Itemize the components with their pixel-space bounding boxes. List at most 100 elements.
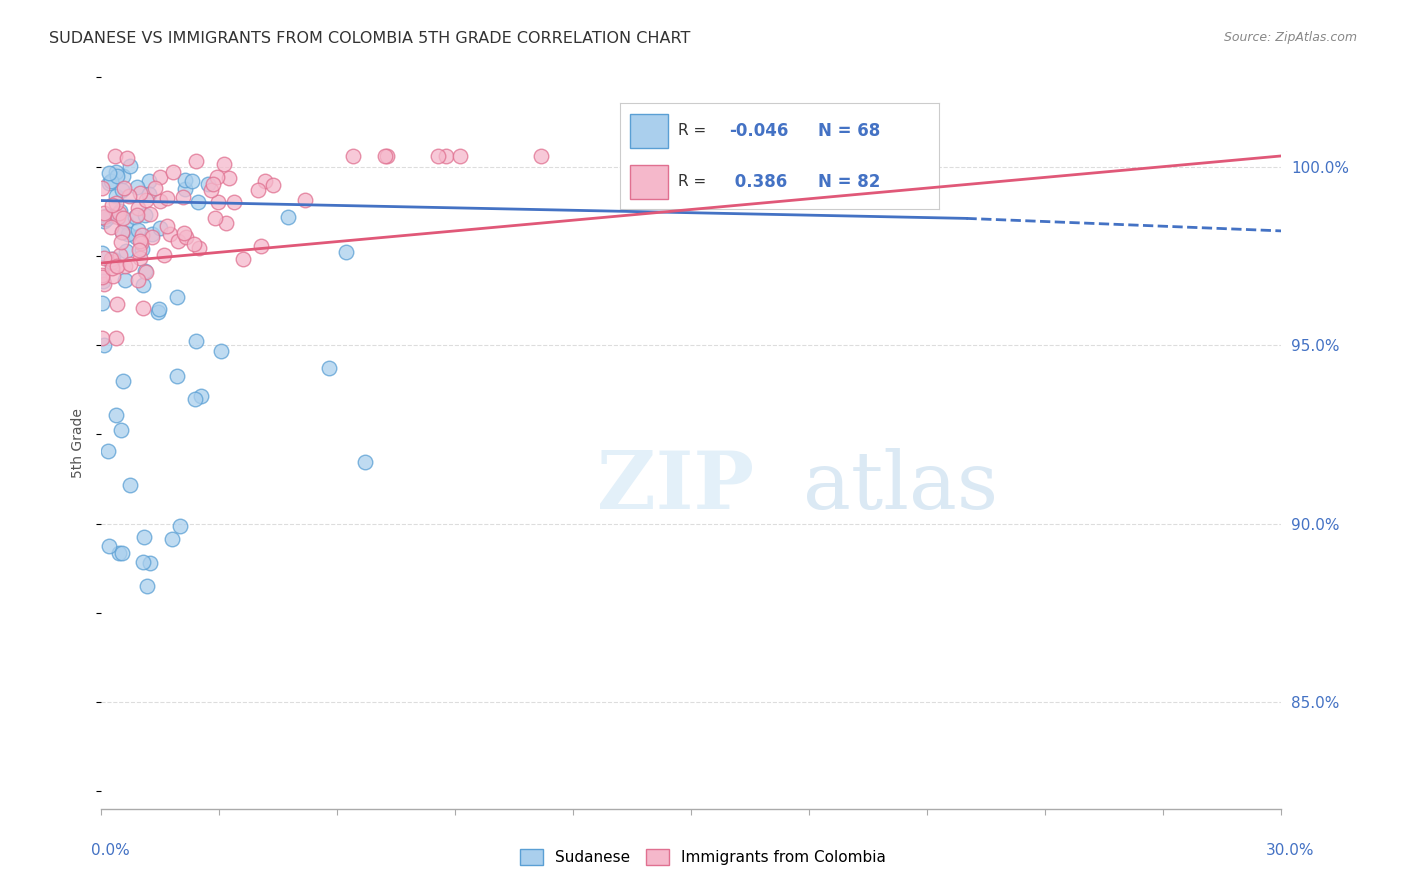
Point <box>426 149 449 163</box>
Point <box>129 234 152 248</box>
Point <box>180 174 202 188</box>
Point <box>112 169 135 184</box>
Point <box>111 225 134 239</box>
Point <box>204 211 226 226</box>
Point <box>159 227 181 242</box>
Point <box>101 260 124 275</box>
Point <box>174 181 197 195</box>
Point <box>104 189 127 203</box>
Point <box>107 210 129 224</box>
Point <box>93 337 115 351</box>
Point <box>100 255 122 269</box>
Point <box>118 189 141 203</box>
Point <box>100 174 122 188</box>
Point <box>101 252 124 267</box>
Point <box>104 408 127 422</box>
Point <box>114 273 136 287</box>
Point <box>166 368 188 383</box>
Point <box>134 264 156 278</box>
Point <box>93 277 115 291</box>
Point <box>111 183 134 197</box>
Text: atlas: atlas <box>803 448 998 526</box>
Point <box>94 211 117 226</box>
Point <box>141 227 163 241</box>
Point <box>138 174 160 188</box>
Point <box>129 186 152 201</box>
Point <box>162 165 184 179</box>
Point <box>294 193 316 207</box>
Point <box>318 360 340 375</box>
Point <box>110 423 132 437</box>
Point <box>186 153 208 168</box>
Point <box>218 170 240 185</box>
Point <box>530 149 553 163</box>
Point <box>91 270 114 285</box>
Point <box>101 269 124 284</box>
Point <box>127 273 149 287</box>
Point <box>112 180 135 194</box>
Point <box>128 252 150 266</box>
Point <box>105 296 128 310</box>
Point <box>91 268 114 283</box>
Point <box>105 169 128 183</box>
Point <box>127 223 149 237</box>
Point <box>149 194 172 209</box>
Point <box>128 244 150 258</box>
Point <box>138 187 160 202</box>
Point <box>205 169 228 184</box>
Point <box>436 149 458 163</box>
Point <box>184 334 207 348</box>
Point <box>262 178 284 192</box>
Point <box>98 176 121 190</box>
Point <box>111 225 134 239</box>
Point <box>111 545 134 559</box>
Point <box>200 183 222 197</box>
Text: ZIP: ZIP <box>596 448 754 526</box>
Point <box>115 215 138 229</box>
Point <box>111 211 134 225</box>
Point <box>222 194 245 209</box>
Point <box>120 477 142 491</box>
Point <box>148 301 170 316</box>
Point <box>134 530 156 544</box>
Point <box>209 344 232 359</box>
Point <box>174 172 197 186</box>
Point <box>111 374 134 388</box>
Point <box>166 235 188 249</box>
Point <box>93 251 115 265</box>
Text: SUDANESE VS IMMIGRANTS FROM COLOMBIA 5TH GRADE CORRELATION CHART: SUDANESE VS IMMIGRANTS FROM COLOMBIA 5TH… <box>49 31 690 46</box>
Point <box>183 236 205 251</box>
Point <box>110 235 132 249</box>
Point <box>207 194 229 209</box>
Point <box>169 519 191 533</box>
Point <box>188 241 211 255</box>
Point <box>174 230 197 244</box>
Point <box>124 210 146 224</box>
Point <box>135 264 157 278</box>
Point <box>374 149 396 163</box>
Point <box>125 208 148 222</box>
Point <box>91 331 114 345</box>
Point <box>139 206 162 220</box>
Point <box>93 205 115 219</box>
Point <box>108 546 131 560</box>
Point <box>120 257 142 271</box>
Point <box>101 255 124 269</box>
Point <box>101 209 124 223</box>
Point <box>160 532 183 546</box>
Point <box>114 259 136 273</box>
Point <box>132 278 155 293</box>
Point <box>134 208 156 222</box>
Point <box>138 556 160 570</box>
Point <box>131 236 153 251</box>
Point <box>93 274 115 288</box>
Point <box>449 149 471 163</box>
Point <box>115 151 138 165</box>
Point <box>335 244 357 259</box>
Point <box>93 214 115 228</box>
Point <box>131 242 153 256</box>
Point <box>94 209 117 223</box>
Point <box>353 455 375 469</box>
Point <box>156 191 179 205</box>
Y-axis label: 5th Grade: 5th Grade <box>72 409 86 478</box>
